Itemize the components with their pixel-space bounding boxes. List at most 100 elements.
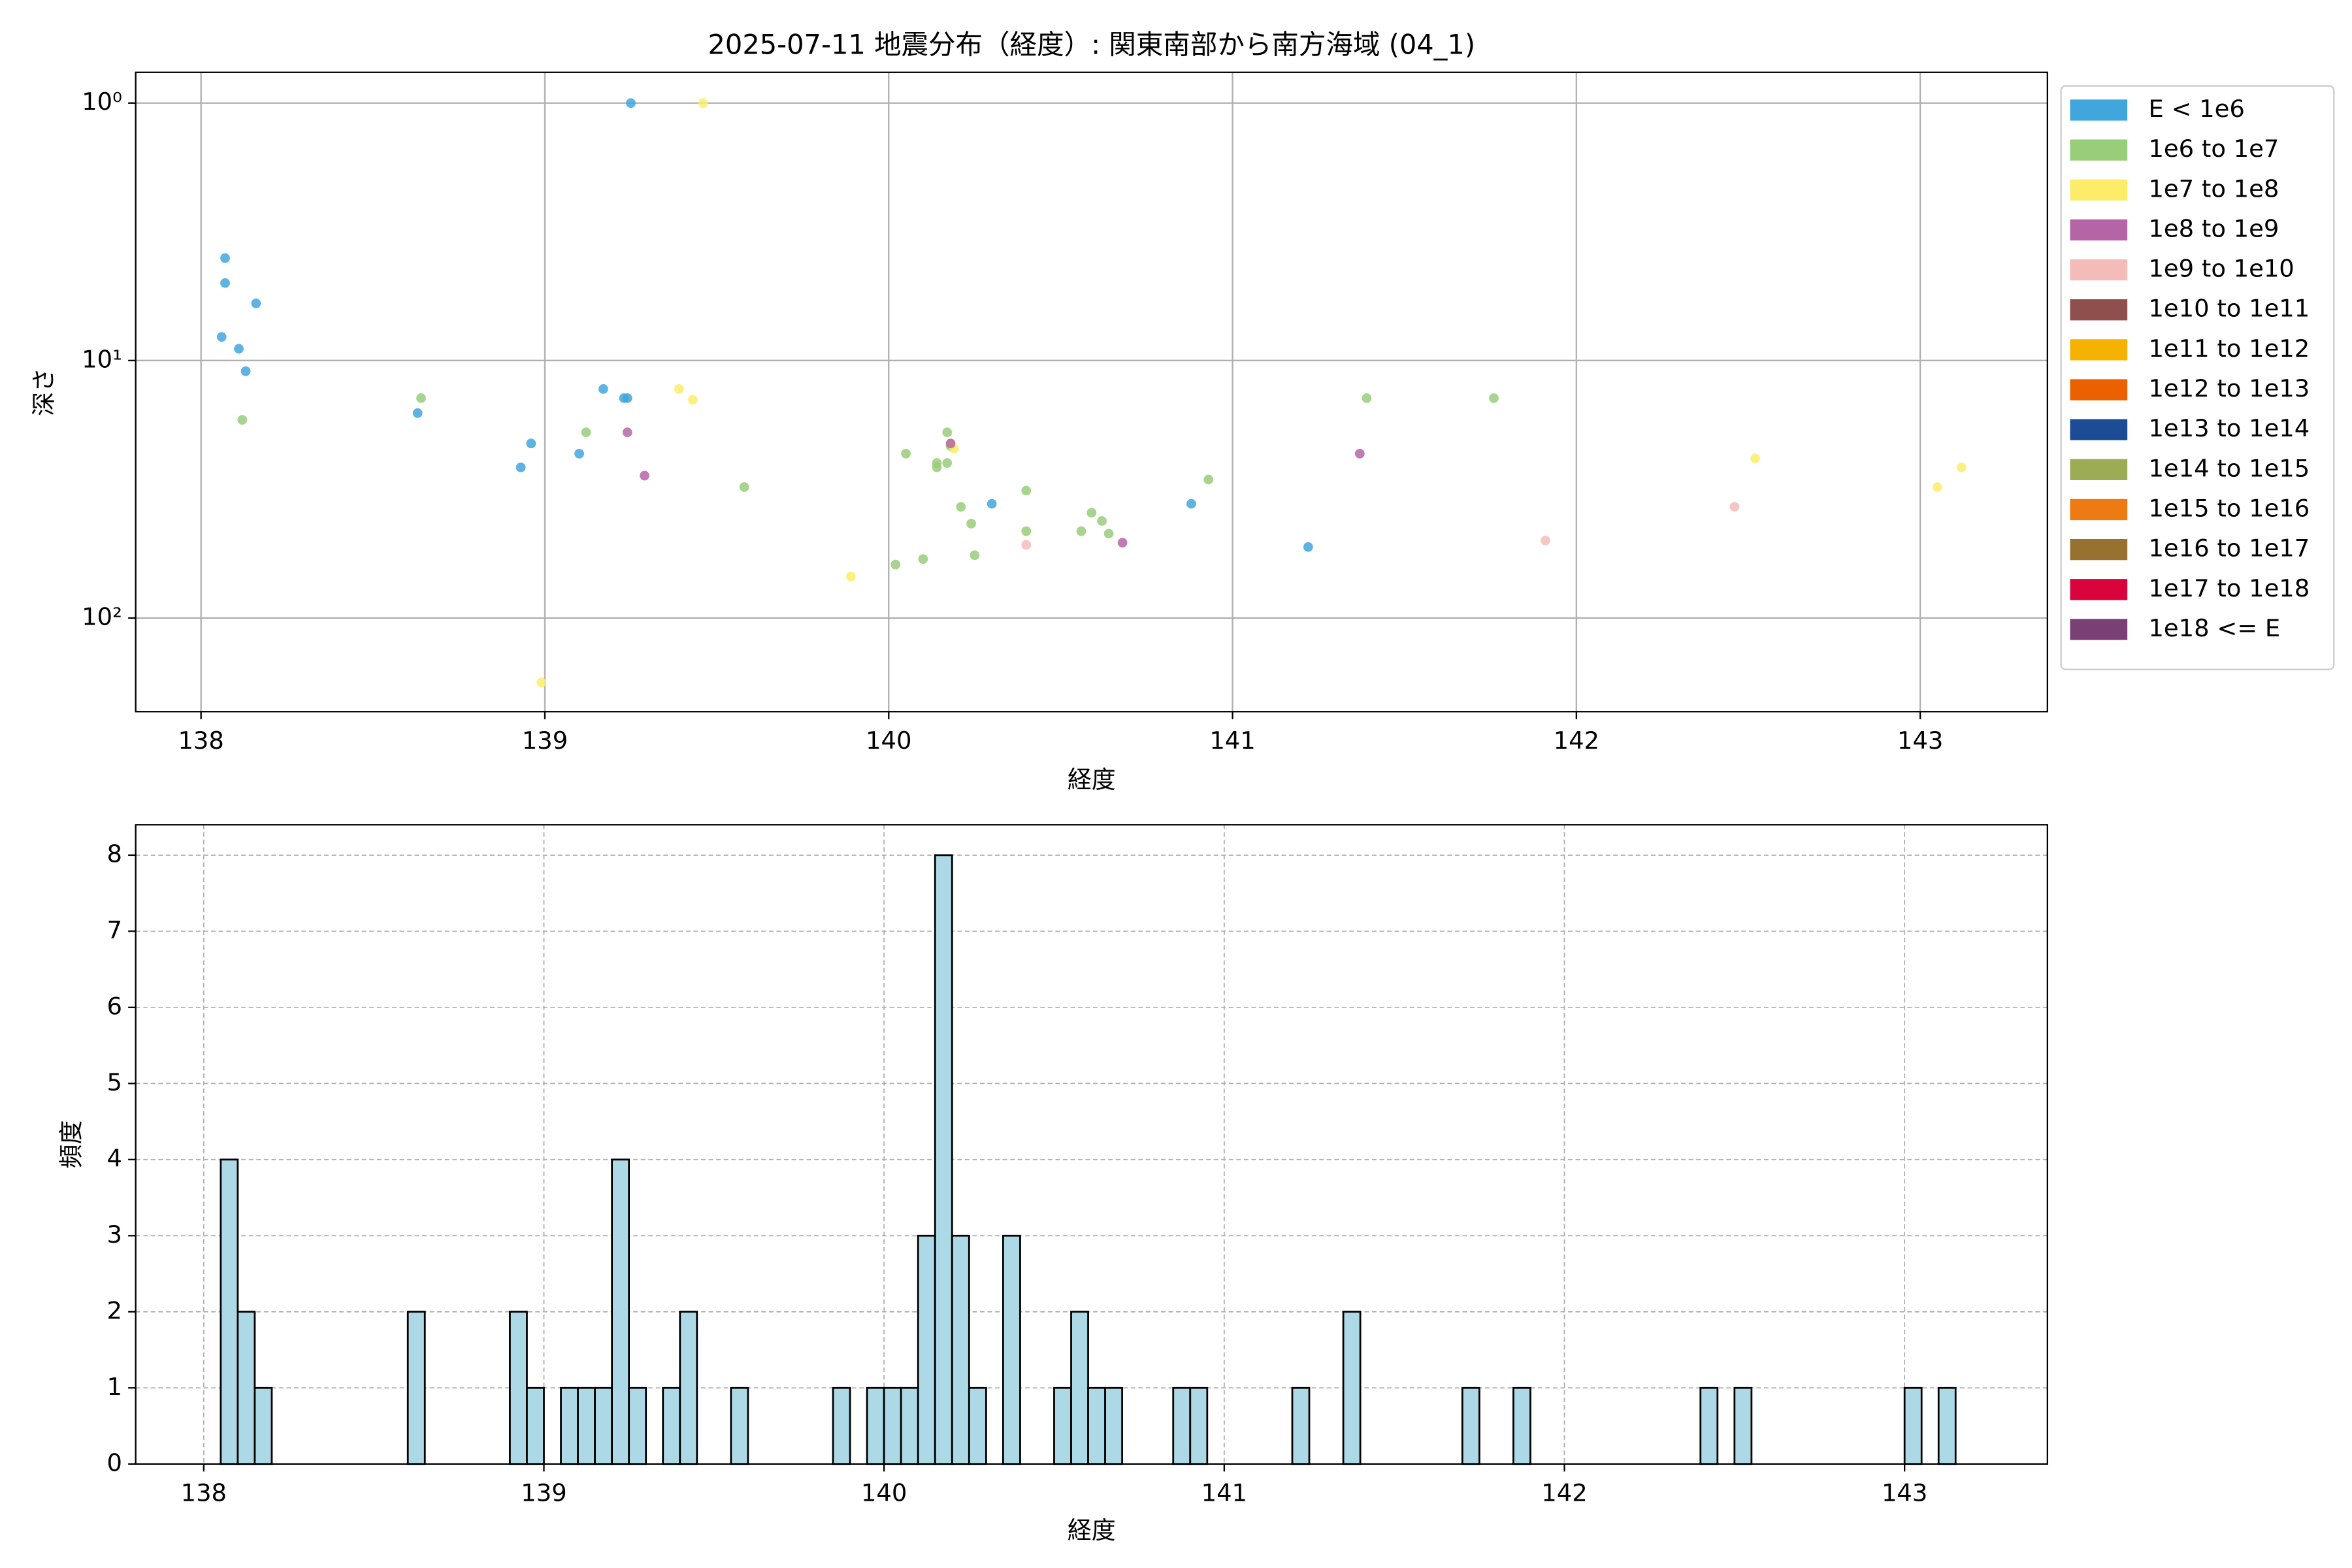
scatter-point (240, 366, 251, 376)
scatter-point (1097, 516, 1107, 526)
legend-frame (2060, 85, 2335, 670)
histogram-bar (1172, 1386, 1192, 1465)
legend-label: 1e9 to 1e10 (2148, 255, 2294, 283)
scatter-point (1489, 393, 1499, 403)
scatter-point (220, 253, 230, 263)
scatter-point (698, 98, 708, 108)
histogram-bar (951, 1234, 970, 1465)
histogram-bar (628, 1386, 647, 1465)
y-tick-label: 10¹ (82, 345, 122, 373)
histogram-bar (1342, 1311, 1362, 1465)
scatter-point (1541, 535, 1550, 546)
legend-swatch (2070, 579, 2128, 600)
legend-swatch (2070, 459, 2128, 480)
y-axis-label: 頻度 (57, 1120, 85, 1169)
scatter-point (622, 427, 632, 438)
y-tick-label: 4 (106, 1144, 122, 1172)
y-tick-label: 6 (106, 992, 122, 1020)
histogram-bar (594, 1386, 613, 1465)
histogram-bar (934, 854, 953, 1465)
legend-swatch (2070, 139, 2128, 161)
y-tick-label: 10² (82, 602, 122, 630)
scatter-point (1303, 542, 1313, 552)
histogram-bar (832, 1386, 851, 1465)
histogram-bar (883, 1386, 902, 1465)
histogram-bar (1070, 1311, 1089, 1465)
legend-swatch (2070, 259, 2128, 281)
y-tick-label: 8 (106, 840, 122, 868)
scatter-point (574, 449, 584, 459)
scatter-point (220, 278, 230, 288)
legend-label: 1e8 to 1e9 (2148, 214, 2279, 242)
x-tick-label: 142 (1554, 727, 1599, 755)
legend-swatch (2070, 419, 2128, 440)
y-tick-label: 7 (106, 916, 122, 944)
scatter-point (845, 572, 856, 581)
scatter-point (1086, 508, 1097, 518)
x-axis-label: 経度 (1068, 766, 1116, 794)
x-tick-label: 139 (521, 1478, 566, 1507)
scatter-point (942, 458, 953, 468)
legend-swatch (2070, 219, 2128, 241)
legend-swatch (2070, 299, 2128, 321)
scatter-point (945, 438, 956, 449)
y-axis-label: 深さ (30, 368, 58, 416)
histogram-bar (1053, 1386, 1072, 1465)
histogram-bar (1002, 1234, 1021, 1465)
histogram-bar (220, 1158, 239, 1465)
legend-label: 1e7 to 1e8 (2148, 174, 2279, 203)
histogram-bar (406, 1311, 426, 1465)
scatter-point (1076, 526, 1086, 536)
legend-swatch (2070, 498, 2128, 521)
x-tick-label: 141 (1209, 727, 1255, 755)
scatter-point (1362, 393, 1372, 403)
scatter-point (932, 458, 942, 468)
histogram-bar (577, 1386, 596, 1465)
legend-swatch (2070, 99, 2128, 121)
histogram-bar (1189, 1386, 1209, 1465)
histogram-bar (866, 1386, 885, 1465)
chart-title: 2025-07-11 地震分布（経度）: 関東南部から南方海域 (04_1) (708, 29, 1476, 61)
x-tick-label: 140 (861, 1478, 907, 1507)
scatter-point (581, 427, 591, 438)
legend-swatch (2070, 539, 2128, 561)
scatter-point (416, 393, 426, 403)
scatter-point (1933, 482, 1942, 492)
x-tick-label: 138 (178, 727, 223, 755)
scatter-point (234, 344, 244, 354)
scatter-point (1729, 502, 1740, 512)
scatter-point (1354, 449, 1365, 459)
x-tick-label: 141 (1201, 1478, 1247, 1507)
y-tick-label: 1 (106, 1373, 122, 1401)
scatter-point (216, 332, 227, 342)
legend-label: 1e18 <= E (2148, 614, 2280, 642)
legend-label: 1e13 to 1e14 (2148, 414, 2310, 442)
scatter-point (739, 482, 749, 492)
scatter-point (942, 427, 953, 438)
legend-swatch (2070, 339, 2128, 361)
scatter-point (526, 438, 536, 449)
scatter-point (640, 470, 649, 481)
scatter-point (687, 395, 698, 405)
x-tick-label: 143 (1882, 1478, 1927, 1507)
y-tick-label: 2 (106, 1296, 122, 1324)
scatter-point (1956, 462, 1967, 472)
x-axis-label: 経度 (1068, 1516, 1116, 1544)
y-tick-label: 0 (106, 1448, 122, 1477)
legend-label: 1e11 to 1e12 (2148, 335, 2310, 363)
scatter-point (1203, 474, 1214, 485)
histogram-bar (730, 1386, 749, 1465)
scatter-point (622, 393, 632, 403)
scatter-point (918, 554, 928, 564)
scatter-point (412, 408, 423, 418)
histogram-bar (560, 1386, 579, 1465)
scatter-point (626, 98, 636, 108)
histogram-bar (679, 1311, 698, 1465)
scatter-point (956, 502, 966, 512)
scatter-point (251, 299, 261, 308)
legend-label: 1e12 to 1e13 (2148, 374, 2310, 402)
x-tick-label: 138 (181, 1478, 227, 1507)
legend-label: 1e17 to 1e18 (2148, 574, 2310, 602)
